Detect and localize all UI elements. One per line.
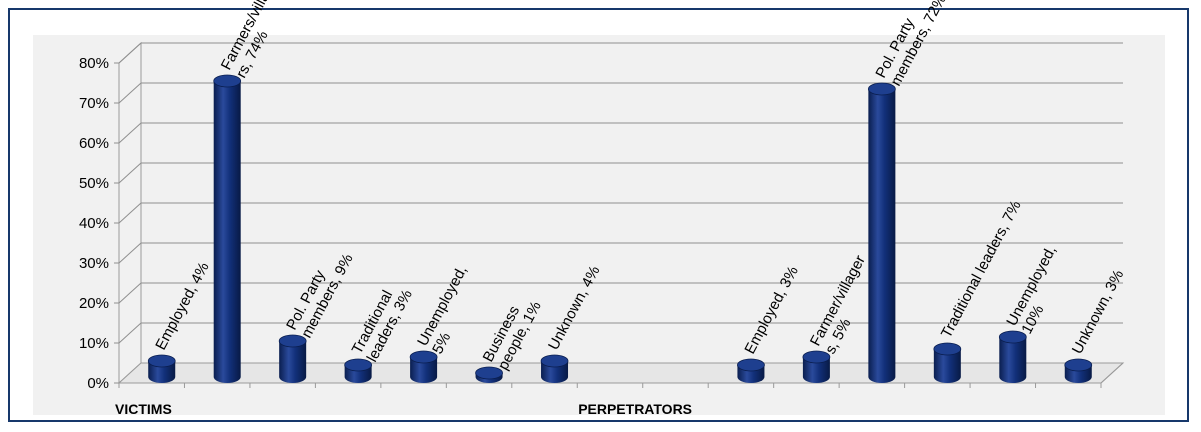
bar-top: [213, 74, 242, 88]
bar: [409, 350, 438, 383]
gridline-side: [118, 242, 142, 264]
bar-top: [933, 342, 962, 356]
bar-top: [737, 358, 765, 372]
bar: [475, 366, 503, 383]
bar-top: [998, 330, 1027, 344]
bar: [278, 334, 307, 383]
bar: [540, 354, 569, 383]
bar-top: [867, 82, 896, 96]
bar-body: [999, 337, 1027, 384]
bar: [1064, 358, 1093, 383]
bar: [147, 354, 176, 383]
gridlines: [118, 42, 1123, 388]
bar-body: [279, 341, 307, 383]
bar: [213, 74, 242, 383]
y-tick-label: 0%: [87, 375, 109, 392]
gridline-side: [118, 122, 142, 144]
floor-edge: [1100, 362, 1124, 384]
bar: [344, 358, 373, 383]
bar: [867, 82, 896, 383]
gridline-side: [118, 282, 142, 304]
y-tick-label: 10%: [79, 335, 109, 352]
gridline-side: [118, 42, 142, 64]
bar-body: [410, 357, 438, 383]
y-axis-ticks: 0% 10% 20% 30% 40% 50% 60% 70% 80%: [79, 55, 119, 392]
gridline-side: [118, 202, 142, 224]
bar-top: [344, 358, 373, 372]
group-label: VICTIMS: [115, 401, 172, 417]
y-tick-label: 70%: [79, 95, 109, 112]
bar: [737, 358, 765, 383]
gridline-side: [118, 162, 142, 184]
bar-top: [475, 366, 503, 380]
bar-top: [147, 354, 176, 368]
y-tick-label: 60%: [79, 135, 109, 152]
y-tick-label: 40%: [79, 215, 109, 232]
group-labels: VICTIMS PERPETRATORS: [115, 401, 692, 417]
bar-top: [1064, 358, 1093, 372]
gridline-side: [118, 322, 142, 344]
bar-body: [868, 89, 896, 383]
y-tick-label: 80%: [79, 55, 109, 72]
bar: [802, 350, 831, 383]
floor: [117, 362, 1125, 384]
bar-top: [409, 350, 438, 364]
bar-top: [802, 350, 831, 364]
bar-body: [802, 357, 830, 383]
bar-body: [213, 81, 241, 383]
bar-body: [933, 349, 961, 383]
gridline-side: [118, 82, 142, 104]
group-label: PERPETRATORS: [578, 401, 692, 417]
bar-top: [278, 334, 307, 348]
y-tick-label: 30%: [79, 255, 109, 272]
bar: [933, 342, 962, 383]
y-tick-label: 50%: [79, 175, 109, 192]
bar-top: [540, 354, 569, 368]
bar: [998, 330, 1027, 384]
y-tick-label: 20%: [79, 295, 109, 312]
bars: [147, 74, 1093, 384]
